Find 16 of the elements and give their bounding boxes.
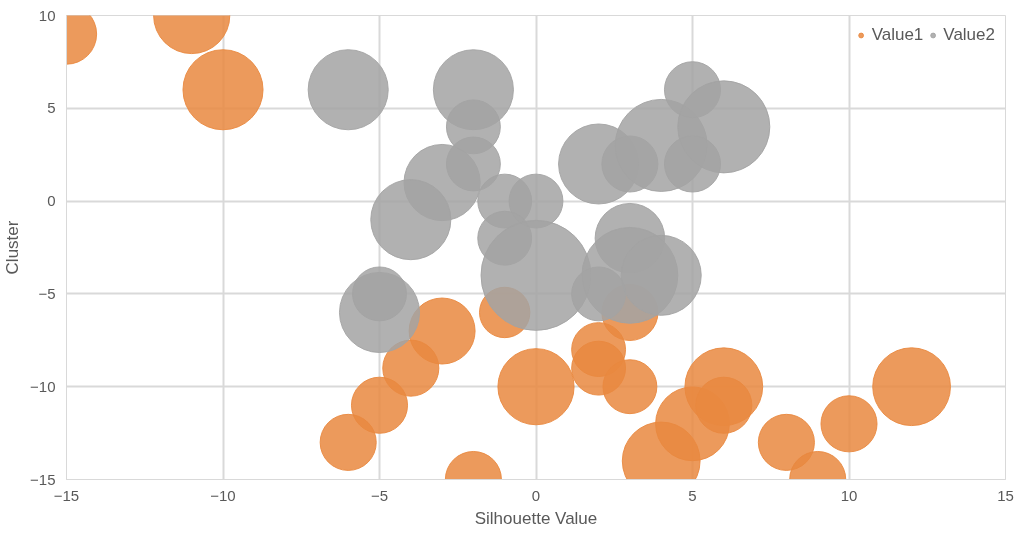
x-tick-label: 5 — [688, 486, 697, 504]
y-tick-label: −10 — [30, 377, 56, 395]
x-tick-label: 10 — [840, 486, 858, 504]
x-tick-label: 0 — [531, 486, 541, 504]
legend-label: Value2 — [943, 25, 995, 45]
x-tick-label: 15 — [997, 486, 1014, 504]
y-tick-label: −5 — [38, 284, 56, 302]
x-tick-label: −5 — [370, 486, 389, 504]
y-tick-label: 0 — [47, 192, 56, 210]
y-axis-title: Cluster — [3, 220, 23, 275]
y-tick-label: −15 — [30, 470, 56, 488]
y-tick-label: 10 — [38, 6, 56, 24]
y-tick-label: 5 — [47, 99, 56, 117]
legend-label: Value1 — [871, 25, 924, 45]
x-axis-title: Silhouette Value — [474, 508, 598, 528]
x-tick-label: −10 — [210, 486, 236, 504]
